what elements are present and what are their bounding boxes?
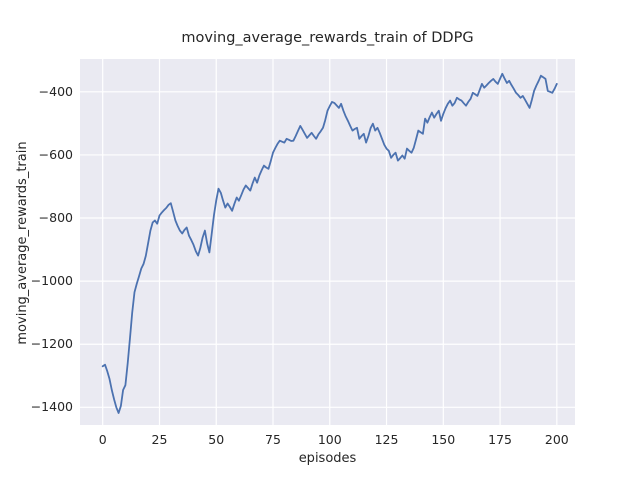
x-tick-label: 100 [317, 432, 342, 447]
x-tick-label: 125 [374, 432, 399, 447]
x-tick-label: 25 [151, 432, 168, 447]
y-tick-label: −400 [38, 83, 73, 99]
x-tick-label: 175 [488, 432, 512, 447]
y-tick-label: −1400 [30, 399, 73, 415]
y-tick-label: −600 [38, 146, 73, 162]
chart-title: moving_average_rewards_train of DDPG [181, 30, 474, 46]
y-tick-label: −1200 [30, 336, 73, 352]
x-tick-label: 200 [544, 432, 569, 447]
line-series [101, 72, 558, 414]
x-tick-label: 75 [265, 432, 281, 447]
x-tick-label: 150 [431, 432, 456, 447]
x-axis-label: episodes [298, 451, 357, 466]
y-tick-label: −800 [38, 210, 73, 226]
plot-background [80, 59, 575, 425]
x-tick-label: 0 [98, 432, 107, 447]
y-tick-label: −1000 [30, 273, 73, 289]
x-tick-label: 50 [208, 432, 225, 447]
